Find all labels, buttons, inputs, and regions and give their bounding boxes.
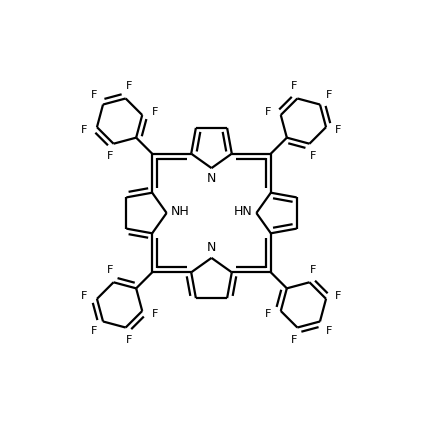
Text: F: F bbox=[81, 291, 88, 300]
Text: F: F bbox=[151, 106, 158, 117]
Text: F: F bbox=[310, 151, 316, 161]
Text: F: F bbox=[291, 335, 297, 345]
Text: N: N bbox=[207, 241, 216, 254]
Text: F: F bbox=[265, 106, 272, 117]
Text: F: F bbox=[81, 126, 88, 135]
Text: F: F bbox=[151, 309, 158, 320]
Text: F: F bbox=[326, 325, 332, 336]
Text: F: F bbox=[310, 265, 316, 275]
Text: HN: HN bbox=[234, 204, 253, 218]
Text: F: F bbox=[326, 90, 332, 101]
Text: F: F bbox=[335, 291, 342, 300]
Text: F: F bbox=[107, 265, 113, 275]
Text: F: F bbox=[335, 126, 342, 135]
Text: F: F bbox=[265, 309, 272, 320]
Text: F: F bbox=[291, 81, 297, 91]
Text: F: F bbox=[107, 151, 113, 161]
Text: F: F bbox=[91, 90, 97, 101]
Text: NH: NH bbox=[170, 204, 189, 218]
Text: F: F bbox=[91, 325, 97, 336]
Text: F: F bbox=[126, 81, 132, 91]
Text: N: N bbox=[207, 172, 216, 185]
Text: F: F bbox=[126, 335, 132, 345]
